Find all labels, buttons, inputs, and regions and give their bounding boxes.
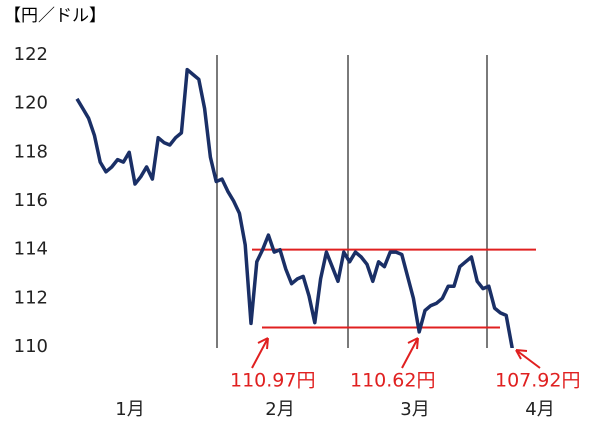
y-tick-label: 114: [14, 239, 48, 260]
y-tick-label: 116: [14, 190, 48, 211]
y-tick-label: 112: [14, 287, 48, 308]
y-tick-label: 118: [14, 141, 48, 162]
plot: [75, 67, 514, 348]
y-tick-label: 122: [14, 44, 48, 65]
x-tick-label: 4月: [525, 399, 554, 420]
x-tick-label: 2月: [265, 399, 294, 420]
y-tick-label: 110: [14, 336, 48, 357]
annotation: 107.92円: [495, 370, 580, 392]
chart-title: 【円／ドル】: [4, 6, 106, 26]
annotation: 110.97円: [230, 370, 315, 392]
annotation: 110.62円: [350, 370, 435, 392]
arrows: [251, 337, 541, 369]
line-series: [75, 67, 514, 348]
y-tick-label: 120: [14, 93, 48, 114]
x-tick-label: 1月: [115, 399, 144, 420]
x-tick-label: 3月: [400, 399, 429, 420]
